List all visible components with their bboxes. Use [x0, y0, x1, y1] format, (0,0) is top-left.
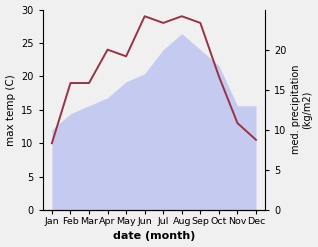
X-axis label: date (month): date (month) — [113, 231, 195, 242]
Y-axis label: max temp (C): max temp (C) — [5, 74, 16, 146]
Y-axis label: med. precipitation
(kg/m2): med. precipitation (kg/m2) — [291, 65, 313, 155]
